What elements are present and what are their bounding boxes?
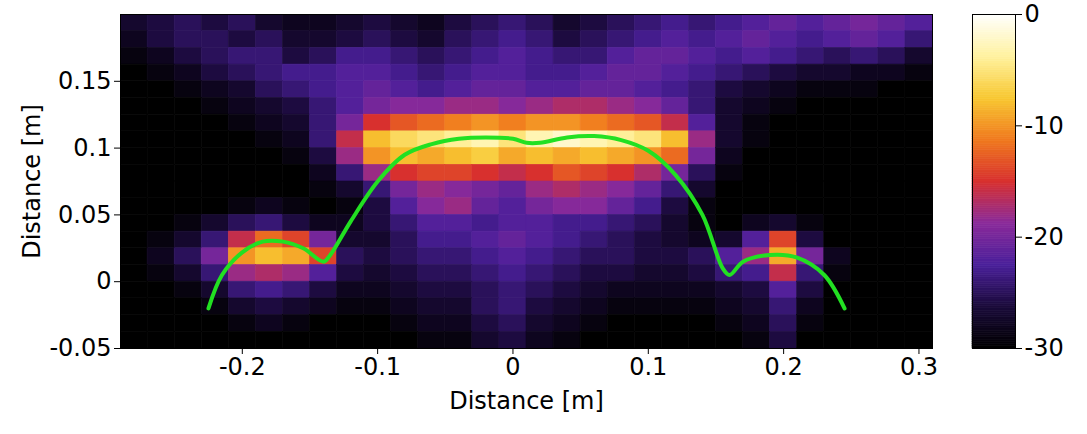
svg-text:-20: -20 (1025, 223, 1064, 251)
svg-text:0: 0 (505, 353, 520, 381)
svg-text:0.05: 0.05 (58, 201, 111, 229)
svg-text:-0.1: -0.1 (354, 353, 401, 381)
svg-text:0: 0 (96, 267, 111, 295)
svg-text:0.1: 0.1 (629, 353, 667, 381)
svg-text:-30: -30 (1025, 334, 1064, 362)
svg-text:0: 0 (1025, 0, 1040, 28)
svg-text:0.15: 0.15 (58, 67, 111, 95)
svg-text:-10: -10 (1025, 112, 1064, 140)
svg-text:0.1: 0.1 (73, 134, 111, 162)
svg-text:0.3: 0.3 (900, 353, 938, 381)
svg-text:-0.05: -0.05 (49, 334, 111, 362)
svg-text:-0.2: -0.2 (219, 353, 266, 381)
svg-text:0.2: 0.2 (765, 353, 803, 381)
svg-text:Distance [m]: Distance [m] (449, 387, 604, 415)
svg-text:Distance [m]: Distance [m] (18, 104, 46, 259)
